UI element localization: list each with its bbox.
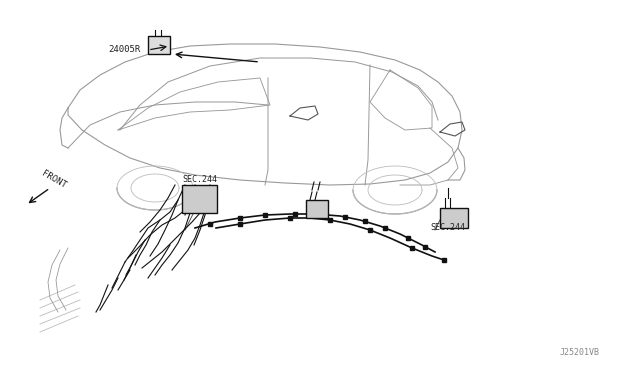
Bar	[182, 185, 217, 213]
Bar	[440, 208, 468, 228]
Text: J25201VB: J25201VB	[560, 348, 600, 357]
Text: 24005R: 24005R	[108, 45, 140, 54]
Text: FRONT: FRONT	[40, 169, 68, 190]
Text: SEC.244: SEC.244	[430, 223, 465, 232]
Bar	[306, 200, 328, 218]
Text: SEC.244: SEC.244	[182, 175, 217, 184]
Bar	[148, 36, 170, 54]
